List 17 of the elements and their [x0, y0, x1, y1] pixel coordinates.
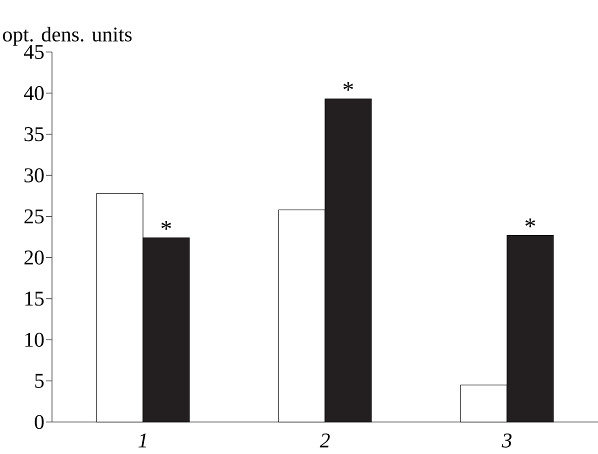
x-tick-label: 3 [502, 434, 512, 448]
y-tick-label: 0 [34, 414, 44, 430]
annotation: * [343, 82, 354, 91]
y-tick-label: 20 [24, 250, 44, 265]
y-tick-label: 40 [24, 86, 44, 100]
y-tick-label: 30 [24, 168, 44, 182]
y-tick-label: 10 [25, 332, 44, 347]
x-tick-label: 1 [138, 434, 146, 448]
y-tick-label: 15 [25, 292, 44, 306]
annotation: * [161, 220, 172, 230]
y-tick-label: 45 [24, 45, 44, 59]
y-tick-label: 25 [24, 209, 44, 224]
y-axis-title: opt. dens. units [2, 26, 132, 46]
x-tick-label: 2 [320, 434, 330, 448]
y-tick-label: 35 [24, 127, 44, 142]
y-tick-label: 5 [35, 374, 44, 388]
annotation: * [525, 218, 536, 228]
